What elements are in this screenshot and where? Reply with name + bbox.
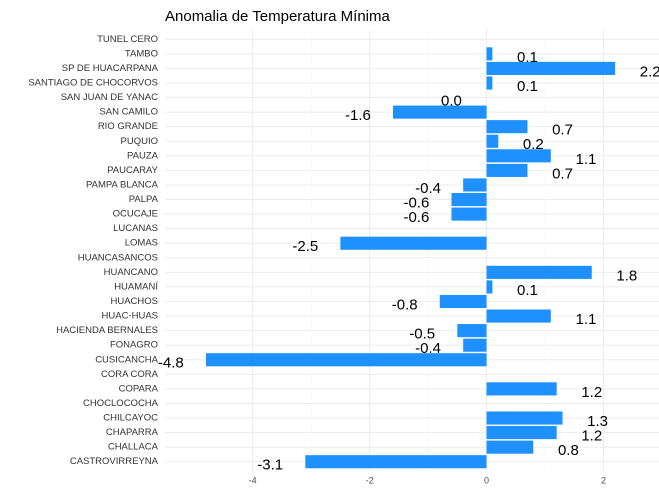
- chart-title: Anomalia de Temperatura Mínima: [165, 8, 390, 25]
- y-tick-label: PAUCARAY: [107, 165, 159, 176]
- y-tick-label: LUCANAS: [113, 223, 158, 234]
- x-tick-label: -4: [249, 475, 257, 485]
- y-tick-label: PAUZA: [127, 150, 159, 161]
- y-tick-label: CHAPARRA: [106, 427, 159, 438]
- bar: [205, 353, 487, 367]
- bar: [463, 338, 487, 352]
- x-tick-label: -2: [366, 475, 374, 485]
- value-label: 0.1: [517, 78, 538, 95]
- y-tick-label: OCUCAJE: [113, 209, 158, 220]
- bar: [393, 105, 487, 119]
- value-label: 1.1: [575, 311, 596, 328]
- value-label: 0.1: [517, 282, 538, 299]
- bar: [486, 76, 493, 90]
- bar: [305, 455, 487, 469]
- value-label: 1.1: [575, 151, 596, 168]
- x-tick-label: 0: [484, 475, 489, 485]
- bar: [486, 426, 557, 440]
- value-label: -0.4: [415, 340, 441, 357]
- y-tick-label: CHILCAYOC: [103, 413, 158, 424]
- y-tick-label: HACIENDA BERNALES: [56, 325, 158, 336]
- y-tick-label: TAMBO: [125, 48, 158, 59]
- bar: [457, 324, 487, 338]
- y-tick-label: SAN JUAN DE YANAC: [61, 92, 158, 103]
- bar: [486, 280, 493, 294]
- value-label: 0.7: [552, 122, 573, 139]
- y-tick-label: LOMAS: [125, 238, 158, 249]
- bar: [486, 120, 528, 134]
- bar: [463, 178, 487, 192]
- y-tick-label: CHALLACA: [108, 442, 159, 453]
- y-tick-label: HUAMANÍ: [114, 281, 158, 292]
- y-tick-label: COPARA: [119, 383, 159, 394]
- value-label: -2.5: [292, 238, 318, 255]
- bar: [486, 440, 534, 454]
- y-tick-label: CORA CORA: [101, 369, 159, 380]
- value-label: 0.0: [441, 93, 462, 110]
- bar: [340, 236, 487, 250]
- plot-panel: [165, 30, 659, 471]
- y-tick-label: HUANCANO: [104, 267, 158, 278]
- bar: [451, 207, 487, 221]
- x-tick-label: 2: [601, 475, 606, 485]
- value-label: 1.3: [587, 413, 608, 430]
- y-tick-label: HUACHOS: [110, 296, 158, 307]
- value-label: 1.8: [616, 267, 637, 284]
- value-label: -0.6: [403, 209, 429, 226]
- y-tick-label: CASTROVIRREYNA: [70, 456, 159, 467]
- value-label: -0.4: [415, 180, 441, 197]
- value-label: -0.8: [392, 296, 418, 313]
- value-label: 0.7: [552, 165, 573, 182]
- bar: [486, 163, 528, 177]
- bar: [486, 61, 616, 75]
- bar: [486, 411, 563, 425]
- bar: [486, 134, 499, 148]
- y-tick-label: FONAGRO: [110, 340, 158, 351]
- y-tick-label: SP DE HUACARPANA: [62, 63, 159, 74]
- bar: [486, 382, 557, 396]
- y-tick-label: CHOCLOCOCHA: [83, 398, 159, 409]
- bar: [486, 309, 551, 323]
- value-label: 2.2: [640, 63, 659, 80]
- value-label: -0.6: [403, 194, 429, 211]
- value-label: 0.8: [558, 442, 579, 459]
- y-tick-label: RIO GRANDE: [98, 121, 158, 132]
- value-label: 1.2: [581, 428, 602, 445]
- bar: [451, 192, 487, 207]
- y-tick-label: SANTIAGO DE CHOCORVOS: [28, 77, 158, 88]
- y-tick-label: SAN CAMILO: [99, 107, 158, 118]
- value-label: 1.2: [581, 384, 602, 401]
- bar: [486, 47, 493, 61]
- value-label: -0.5: [409, 326, 435, 343]
- value-label: -3.1: [257, 457, 283, 474]
- y-tick-label: CUSICANCHA: [95, 354, 158, 365]
- value-label: 0.2: [523, 136, 544, 153]
- y-tick-label: PALPA: [129, 194, 159, 205]
- y-tick-label: HUAC-HUAS: [102, 311, 158, 322]
- bar: [486, 149, 551, 163]
- value-label: -1.6: [345, 107, 371, 124]
- y-tick-label: PAMPA BLANCA: [86, 179, 159, 190]
- y-tick-label: PUQUIO: [121, 136, 158, 147]
- y-tick-label: TUNEL CERO: [97, 34, 158, 45]
- bar: [439, 294, 487, 309]
- value-label: -4.8: [158, 355, 184, 372]
- value-label: 0.1: [517, 49, 538, 66]
- y-tick-label: HUANCASANCOS: [78, 252, 158, 263]
- bar: [486, 265, 592, 279]
